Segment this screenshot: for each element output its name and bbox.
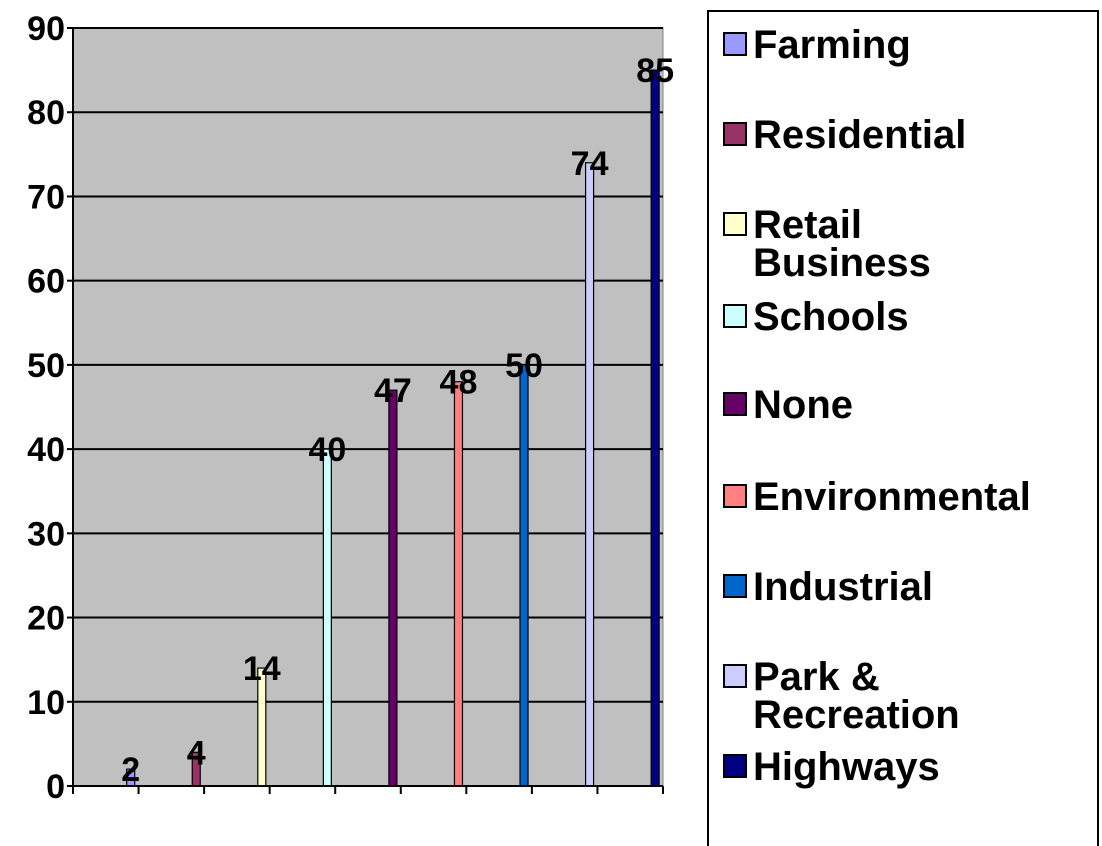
data-labels: 2 4 14 40 47 48 50 74 85 xyxy=(121,52,674,789)
y-tick-label: 50 xyxy=(27,347,65,385)
data-label: 14 xyxy=(243,650,281,688)
legend-label: Environmental xyxy=(753,475,1031,519)
legend-label: None xyxy=(753,383,853,427)
bar-schools xyxy=(322,448,332,787)
legend-swatch xyxy=(723,304,747,328)
y-tick-label: 30 xyxy=(27,515,65,553)
legend-item: Highways xyxy=(723,745,940,789)
legend-label: Retail Business xyxy=(753,203,931,285)
legend-swatch xyxy=(723,664,747,688)
bar-chart: 0 10 20 30 40 50 60 70 80 90 2 4 14 40 47 48 50 74 85 xyxy=(27,10,674,806)
legend-swatch xyxy=(723,212,747,236)
bar-environmental xyxy=(453,381,464,787)
legend-label: Industrial xyxy=(753,565,934,609)
gridlines xyxy=(73,27,663,703)
y-tick-label: 80 xyxy=(27,94,65,132)
legend-item: Retail Business xyxy=(723,203,1003,285)
y-tick-label: 70 xyxy=(27,178,65,216)
legend-item: Industrial xyxy=(723,565,934,609)
data-label: 74 xyxy=(571,145,609,183)
legend-label: Highways xyxy=(753,745,940,789)
legend-item: Environmental xyxy=(723,475,1031,519)
data-label: 40 xyxy=(308,431,346,469)
plot-area xyxy=(72,27,664,787)
data-label: 2 xyxy=(121,751,140,789)
legend-swatch xyxy=(723,32,747,56)
y-tick-label: 20 xyxy=(27,600,65,638)
data-label: 4 xyxy=(187,734,206,772)
data-label: 47 xyxy=(374,372,412,410)
bar-park-recreation xyxy=(584,162,595,787)
legend-swatch xyxy=(723,574,747,598)
legend-item: Farming xyxy=(723,23,911,67)
legend-label: Schools xyxy=(753,295,909,339)
y-tick-label: 40 xyxy=(27,431,65,469)
bar-industrial xyxy=(519,364,529,787)
y-tick-label: 0 xyxy=(46,768,65,806)
y-tick-label: 60 xyxy=(27,263,65,301)
axes xyxy=(67,27,664,794)
y-tick-labels: 0 10 20 30 40 50 60 70 80 90 xyxy=(27,10,65,806)
legend-label: Park & Recreation xyxy=(753,655,960,737)
legend-swatch xyxy=(723,122,747,146)
legend-label: Farming xyxy=(753,23,911,67)
data-label: 85 xyxy=(636,52,674,90)
legend-item: Residential xyxy=(723,113,967,157)
legend-swatch xyxy=(723,484,747,508)
bar-none xyxy=(388,389,398,787)
data-label: 50 xyxy=(505,347,543,385)
y-tick-label: 90 xyxy=(27,10,65,48)
legend: Farming Residential Retail Business Schools… xyxy=(707,10,1099,846)
legend-label: Residential xyxy=(753,113,967,157)
bar-highways xyxy=(650,69,660,787)
legend-swatch xyxy=(723,754,747,778)
y-tick-label: 10 xyxy=(27,684,65,722)
data-label: 48 xyxy=(440,364,478,402)
legend-swatch xyxy=(723,392,747,416)
legend-item: None xyxy=(723,383,853,427)
legend-item: Schools xyxy=(723,295,909,339)
legend-item: Park & Recreation xyxy=(723,655,1003,737)
